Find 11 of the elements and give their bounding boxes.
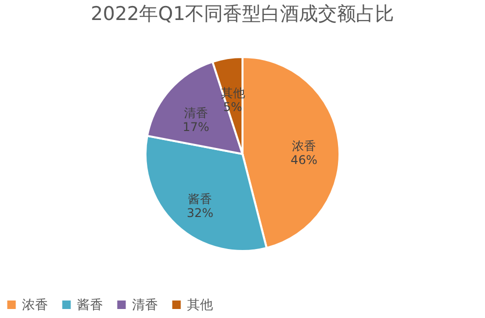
slice-label: 清香 [184,106,208,120]
data-label: 32% [186,206,214,220]
legend-label: 酱香 [77,298,103,313]
slice-label: 浓香 [292,139,316,154]
chart-title: 2022年Q1不同香型白酒成交额占比 [90,3,394,25]
slice-label: 酱香 [188,192,212,206]
data-label: 46% [290,153,318,168]
legend-label: 清香 [132,298,158,313]
data-label: 17% [182,120,210,134]
legend-label: 浓香 [22,298,48,313]
legend-label: 其他 [187,298,213,313]
